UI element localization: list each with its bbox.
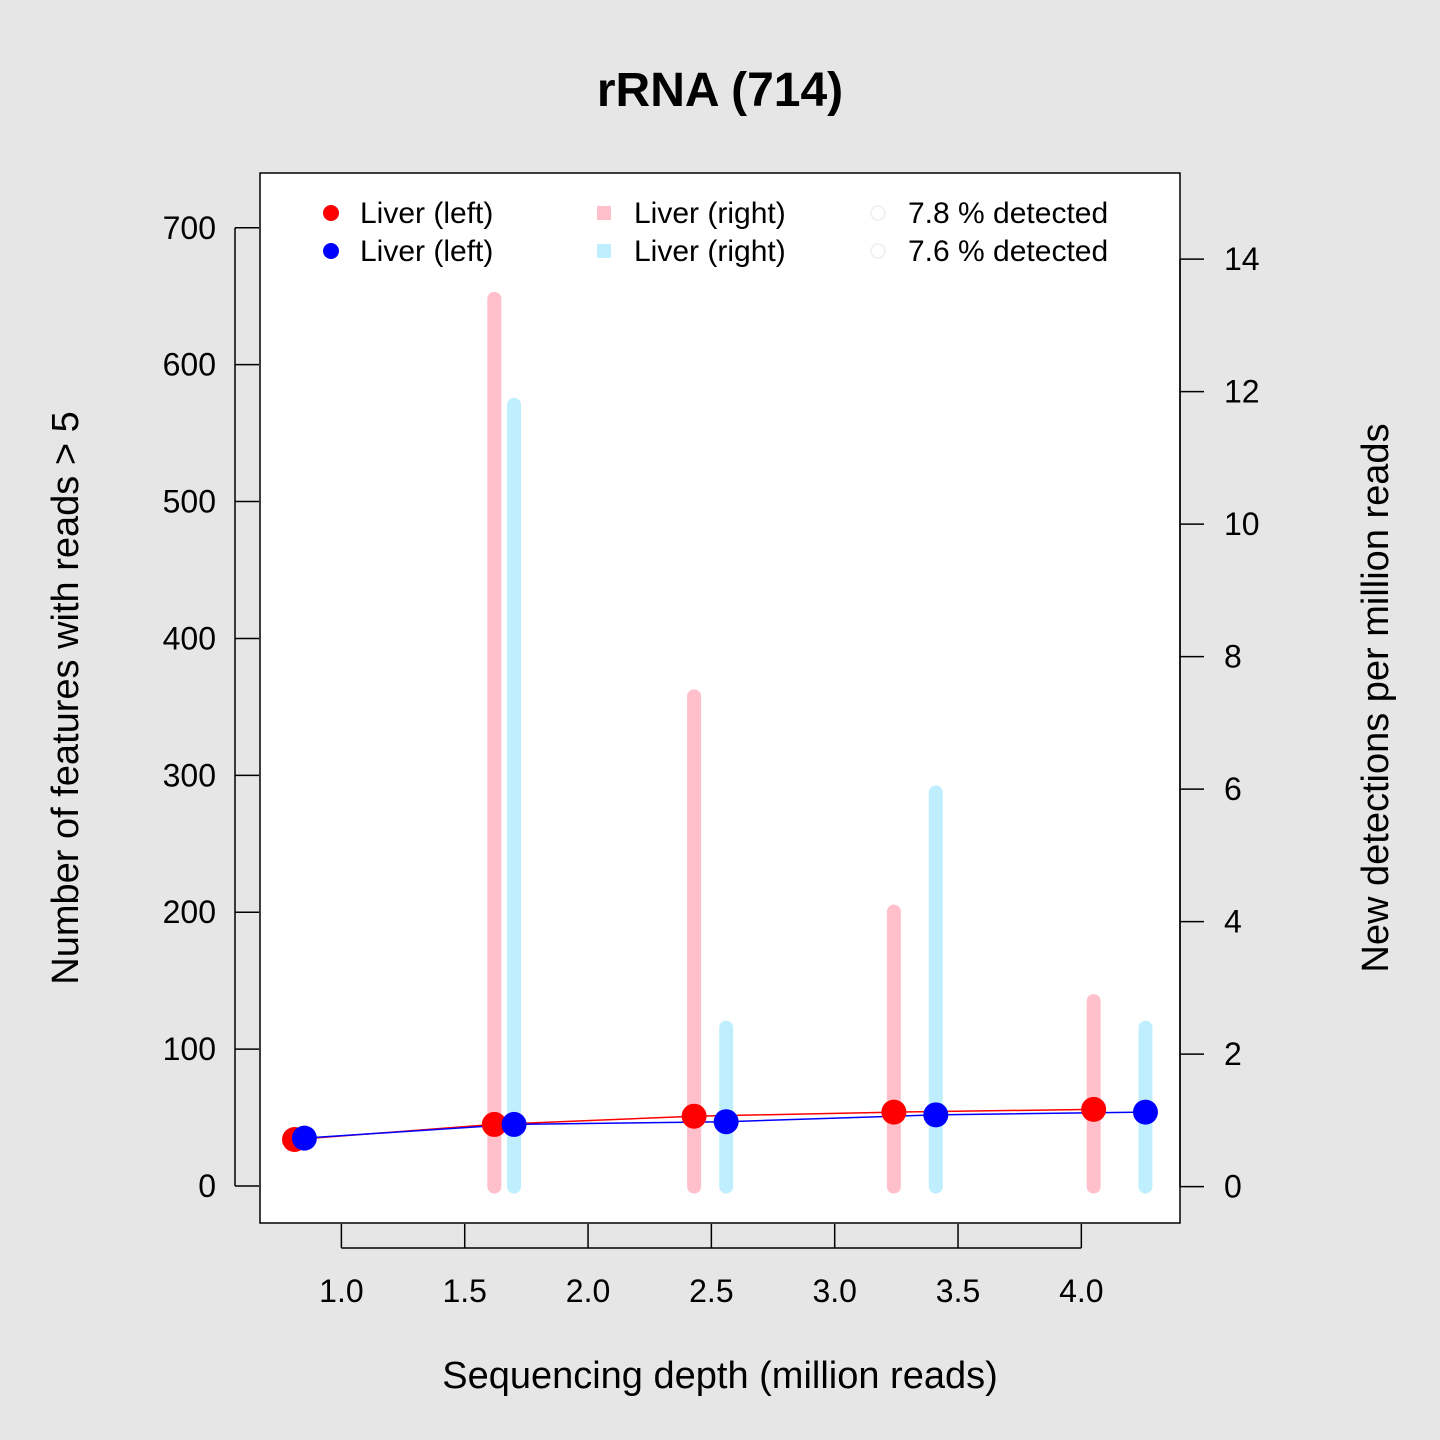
y-axis-left: 0 100 200 300 400 500 600 700	[163, 210, 259, 1204]
y2-tick-label: 14	[1224, 241, 1260, 277]
y-tick-label: 200	[163, 894, 216, 930]
y2-tick-label: 0	[1224, 1169, 1242, 1205]
point-series1-3	[923, 1102, 949, 1128]
y-tick-label: 0	[198, 1168, 216, 1204]
legend-label: Liver (left)	[360, 197, 493, 230]
x-axis: 1.0 1.5 2.0 2.5 3.0 3.5 4.0	[319, 1224, 1104, 1309]
y2-tick-label: 8	[1224, 639, 1242, 675]
legend-symbol-hollow	[870, 205, 886, 221]
point-series1-1	[501, 1111, 527, 1137]
point-series0-3	[881, 1099, 907, 1125]
legend-symbol-point	[323, 243, 339, 259]
y2-tick-label: 12	[1224, 374, 1260, 410]
y2-axis-label: New detections per million reads	[1355, 423, 1397, 972]
x-tick-label: 3.0	[812, 1273, 856, 1309]
y-tick-label: 400	[163, 620, 216, 656]
legend-symbol-hollow	[870, 243, 886, 259]
y-tick-label: 600	[163, 347, 216, 383]
point-series0-2	[681, 1103, 707, 1129]
y-tick-label: 100	[163, 1031, 216, 1067]
y-axis-label: Number of features with reads > 5	[45, 411, 87, 984]
chart-title: rRNA (714)	[597, 64, 843, 117]
x-axis-label: Sequencing depth (million reads)	[442, 1355, 998, 1397]
y-tick-label: 300	[163, 757, 216, 793]
point-series1-0	[291, 1125, 317, 1151]
points-layer	[282, 1096, 1158, 1152]
legend-symbol-point	[323, 205, 339, 221]
y2-tick-label: 10	[1224, 506, 1260, 542]
y-axis-right: 0 2 4 6 8 10 12 14	[1179, 241, 1260, 1205]
x-tick-label: 2.0	[566, 1273, 610, 1309]
point-series0-4	[1081, 1096, 1107, 1122]
legend-label: Liver (right)	[634, 235, 786, 268]
y2-tick-label: 6	[1224, 771, 1242, 807]
legend-label: Liver (right)	[634, 197, 786, 230]
y-tick-label: 500	[163, 484, 216, 520]
legend: Liver (left) Liver (right) 7.8 % detected L…	[323, 197, 1108, 268]
legend-symbol-bar	[597, 244, 611, 258]
legend-label: 7.8 % detected	[908, 197, 1108, 230]
x-tick-label: 2.5	[689, 1273, 733, 1309]
point-series1-4	[1132, 1099, 1158, 1125]
x-tick-label: 1.0	[319, 1273, 363, 1309]
legend-label: Liver (left)	[360, 235, 493, 268]
point-series0-1	[481, 1111, 507, 1137]
y-tick-label: 700	[163, 210, 216, 246]
legend-symbol-bar	[597, 206, 611, 220]
y2-tick-label: 4	[1224, 904, 1242, 940]
legend-label: 7.6 % detected	[908, 235, 1108, 268]
point-series1-2	[713, 1109, 739, 1135]
x-tick-label: 4.0	[1059, 1273, 1103, 1309]
x-tick-label: 3.5	[936, 1273, 980, 1309]
y2-tick-label: 2	[1224, 1036, 1242, 1072]
x-tick-label: 1.5	[442, 1273, 486, 1309]
